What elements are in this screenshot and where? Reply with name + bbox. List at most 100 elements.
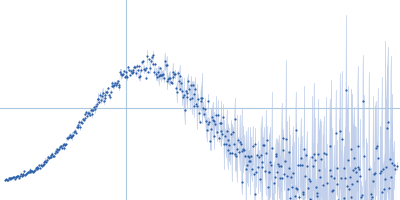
Point xyxy=(257,178,263,181)
Point xyxy=(290,172,296,175)
Point xyxy=(167,77,173,80)
Point xyxy=(379,190,385,193)
Point xyxy=(26,170,33,173)
Point xyxy=(308,199,314,200)
Point xyxy=(37,166,43,170)
Point xyxy=(210,119,217,122)
Point xyxy=(12,177,18,180)
Point xyxy=(205,100,212,103)
Point xyxy=(16,176,22,179)
Point xyxy=(153,73,159,76)
Point xyxy=(222,134,228,137)
Point xyxy=(74,126,80,129)
Point xyxy=(244,163,250,166)
Point xyxy=(196,111,202,114)
Point xyxy=(176,74,183,77)
Point xyxy=(374,156,381,159)
Point xyxy=(347,195,354,198)
Point xyxy=(232,153,239,156)
Point xyxy=(355,165,362,168)
Point xyxy=(344,185,350,188)
Point xyxy=(51,155,57,158)
Point xyxy=(29,169,35,173)
Point xyxy=(139,61,145,64)
Point xyxy=(354,144,361,148)
Point xyxy=(148,59,154,62)
Point xyxy=(123,70,130,74)
Point xyxy=(6,176,12,179)
Point xyxy=(263,151,269,154)
Point xyxy=(103,90,110,93)
Point xyxy=(295,163,302,166)
Point xyxy=(242,154,248,157)
Point xyxy=(6,176,13,179)
Point xyxy=(96,101,102,104)
Point xyxy=(158,73,164,76)
Point xyxy=(204,128,210,131)
Point xyxy=(20,172,27,176)
Point xyxy=(190,104,197,107)
Point xyxy=(89,112,96,115)
Point xyxy=(272,175,278,178)
Point xyxy=(95,97,102,100)
Point xyxy=(246,155,252,158)
Point xyxy=(108,84,115,87)
Point xyxy=(2,178,8,182)
Point xyxy=(31,170,37,173)
Point xyxy=(93,105,99,108)
Point xyxy=(373,146,379,150)
Point xyxy=(140,60,146,63)
Point xyxy=(287,197,294,200)
Point xyxy=(141,67,147,71)
Point xyxy=(329,190,336,193)
Point xyxy=(386,186,392,189)
Point xyxy=(356,168,362,171)
Point xyxy=(78,120,84,123)
Point xyxy=(168,81,175,84)
Point xyxy=(371,173,377,176)
Point xyxy=(380,167,386,170)
Point xyxy=(360,100,366,103)
Point xyxy=(202,108,208,111)
Point xyxy=(377,171,384,174)
Point xyxy=(249,168,255,171)
Point xyxy=(250,172,257,175)
Point xyxy=(254,154,260,157)
Point xyxy=(129,70,136,74)
Point xyxy=(307,180,314,183)
Point xyxy=(32,166,39,169)
Point xyxy=(297,164,303,167)
Point xyxy=(358,195,364,198)
Point xyxy=(137,75,144,78)
Point xyxy=(221,143,227,146)
Point xyxy=(35,166,42,169)
Point xyxy=(92,107,98,110)
Point xyxy=(214,130,220,133)
Point xyxy=(136,75,142,79)
Point xyxy=(154,75,160,78)
Point xyxy=(331,176,337,179)
Point xyxy=(268,163,274,167)
Point xyxy=(148,55,155,58)
Point xyxy=(305,186,311,189)
Point xyxy=(62,143,68,146)
Point xyxy=(265,171,272,174)
Point xyxy=(284,188,291,191)
Point xyxy=(42,159,48,163)
Point xyxy=(213,113,220,116)
Point xyxy=(236,141,243,144)
Point xyxy=(293,186,300,190)
Point xyxy=(382,177,389,180)
Point xyxy=(40,163,47,166)
Point xyxy=(25,171,31,174)
Point xyxy=(306,198,313,200)
Point xyxy=(164,79,170,83)
Point xyxy=(52,149,59,153)
Point xyxy=(176,80,182,83)
Point xyxy=(26,170,32,173)
Point xyxy=(306,177,312,180)
Point xyxy=(56,147,62,150)
Point xyxy=(145,70,152,73)
Point xyxy=(40,163,46,166)
Point xyxy=(14,174,20,177)
